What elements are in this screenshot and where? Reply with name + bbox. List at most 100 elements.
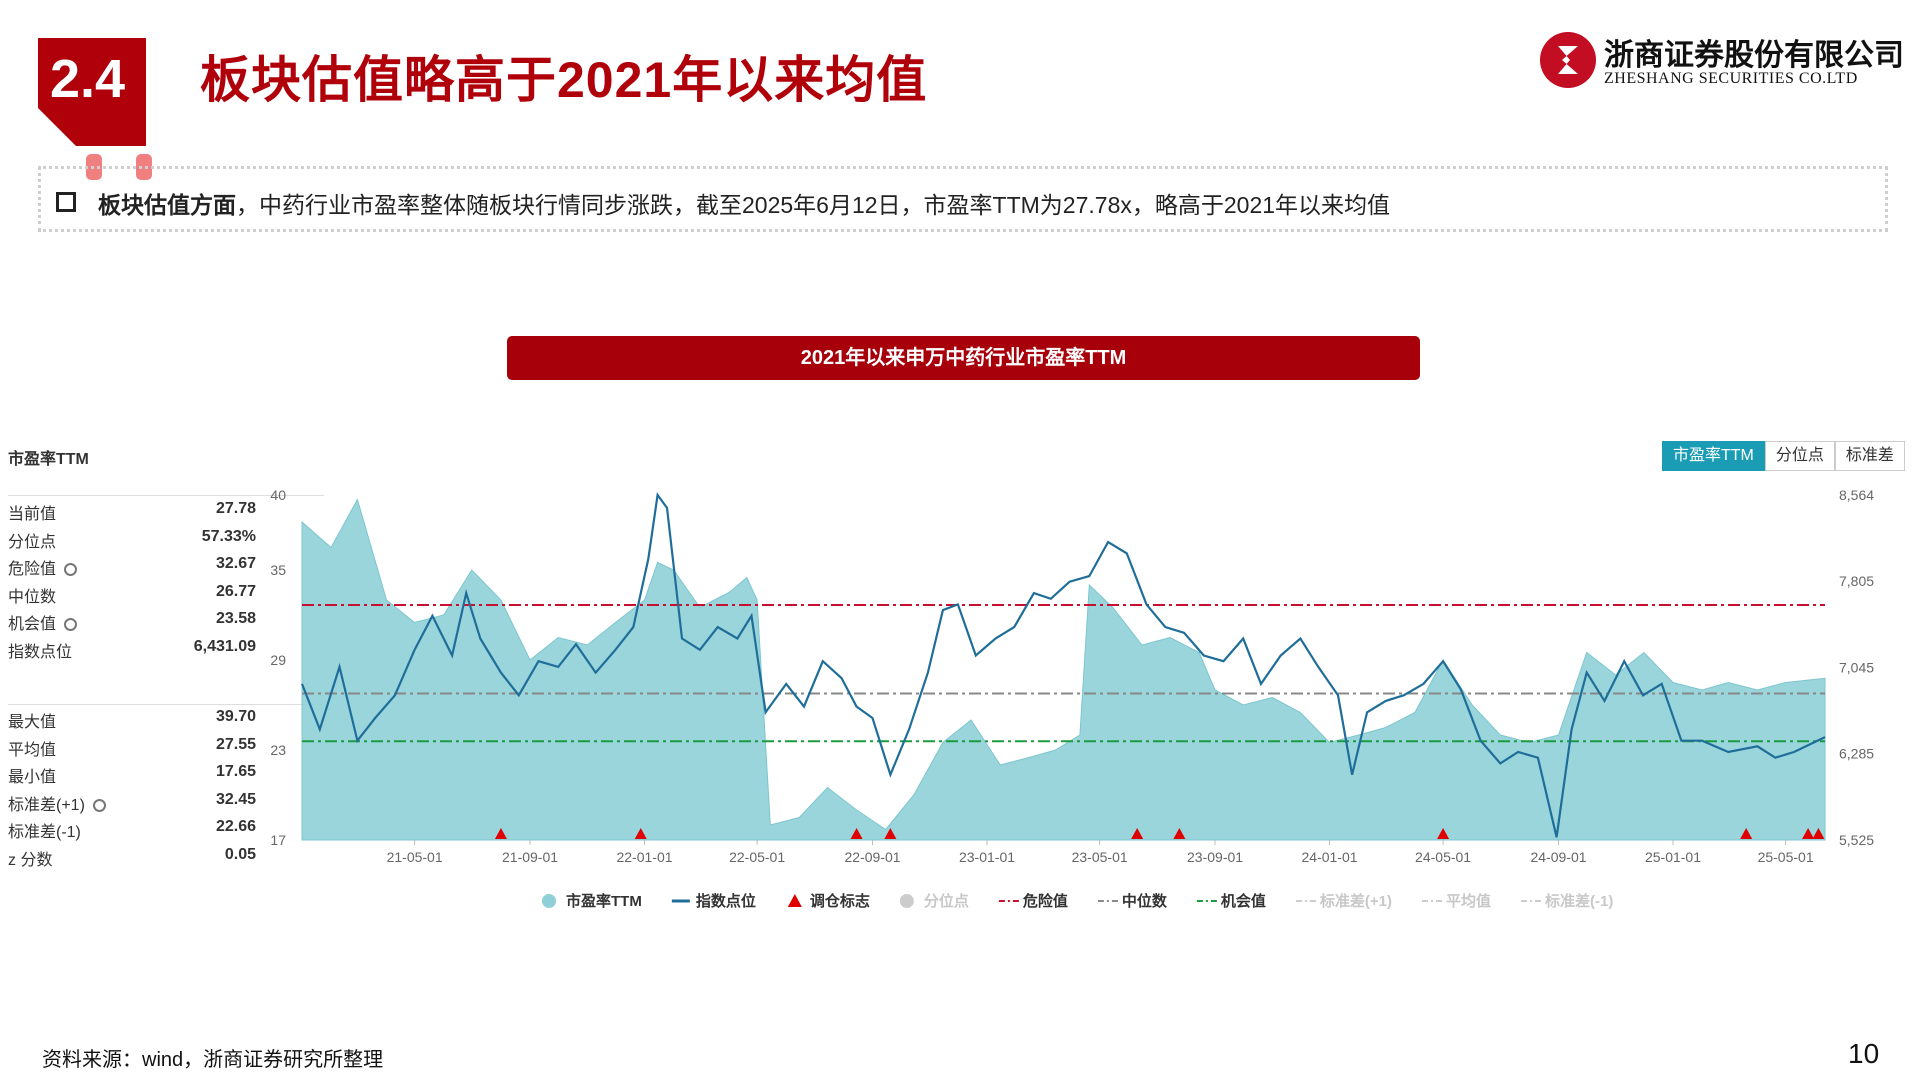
x-tick: 22-09-01 — [845, 849, 901, 865]
index-line — [300, 492, 1826, 838]
stat-value: 32.67 — [215, 555, 256, 572]
legend-dot — [899, 894, 914, 908]
x-tick: 21-09-01 — [502, 849, 558, 865]
stats-panel-title: 市盈率TTM — [8, 451, 89, 468]
stat-label: 最小值 — [8, 769, 57, 786]
logo-mark-icon — [1540, 32, 1596, 88]
y-left-tick: 23 — [270, 742, 286, 758]
stat-label: 标准差(+1) — [8, 791, 106, 815]
y-right-tick: 6,285 — [1839, 746, 1874, 762]
stat-value: 32.45 — [215, 790, 256, 808]
x-tick: 22-01-01 — [616, 849, 672, 865]
stat-row: 指数点位 6,431.09 — [8, 638, 256, 664]
legend-label: 标准差(-1) — [1544, 892, 1613, 910]
stat-label: 危险值 — [8, 555, 78, 579]
stat-label: 最大值 — [8, 714, 57, 731]
bullet-bold: 板块估值方面 — [98, 192, 236, 218]
stat-label: 分位点 — [8, 533, 57, 551]
stat-value: 27.78 — [215, 500, 256, 517]
x-tick: 23-05-01 — [1072, 849, 1128, 865]
stat-value: 17.65 — [215, 763, 256, 780]
stat-row: 标准差(+1) 32.45 — [8, 791, 256, 817]
settings-gear-icon[interactable] — [64, 563, 78, 577]
bullet-box — [38, 166, 1888, 232]
chart-title-banner: 2021年以来申万中药行业市盈率TTM — [507, 336, 1420, 380]
y-right-tick: 8,564 — [1839, 487, 1874, 503]
y-left-tick: 40 — [270, 487, 286, 503]
y-right-tick: 7,805 — [1839, 573, 1874, 589]
stats-divider — [8, 704, 324, 705]
y-right-tick: 5,525 — [1839, 832, 1874, 848]
y-left-tick: 35 — [270, 562, 286, 578]
legend-dot — [542, 894, 556, 908]
stat-value: 0.05 — [224, 845, 256, 863]
company-logo: 浙商证券股份有限公司 ZHESHANG SECURITIES CO.LTD — [1540, 30, 1904, 94]
metric-tabs: 市盈率TTM 分位点 标准差 — [1662, 441, 1905, 471]
stat-value: 6,431.09 — [193, 637, 256, 655]
stat-row: 当前值 27.78 — [8, 500, 256, 526]
stat-value: 23.58 — [215, 610, 256, 627]
legend-label: 指数点位 — [696, 892, 756, 910]
y-right-tick: 7,045 — [1839, 659, 1874, 675]
settings-gear-icon[interactable] — [92, 798, 106, 812]
section-badge-fold — [38, 108, 76, 146]
stat-label: 标准差(-1) — [8, 824, 81, 841]
page-number: 10 — [1848, 1038, 1880, 1069]
x-tick: 24-01-01 — [1302, 849, 1358, 865]
bullet-text: 板块估值方面，中药行业市盈率整体随板块行情同步涨跌，截至2025年6月12日，市… — [98, 186, 1390, 220]
stat-label: 机会值 — [8, 610, 78, 634]
stat-label: 中位数 — [8, 588, 57, 606]
x-tick: 22-05-01 — [729, 849, 785, 865]
stat-label: 平均值 — [8, 741, 57, 759]
logo-name-cn: 浙商证券股份有限公司 — [1604, 38, 1904, 73]
x-tick: 25-05-01 — [1758, 849, 1814, 865]
logo-name-en: ZHESHANG SECURITIES CO.LTD — [1604, 70, 1858, 87]
stat-row: 最小值 17.65 — [8, 763, 256, 789]
settings-gear-icon[interactable] — [64, 618, 78, 632]
bullet-body: ，中药行业市盈率整体随板块行情同步涨跌，截至2025年6月12日，市盈率TTM为… — [236, 192, 1391, 218]
x-tick: 21-05-01 — [387, 849, 443, 865]
stat-value: 22.66 — [215, 818, 256, 835]
stat-row: 平均值 27.55 — [8, 736, 256, 762]
x-tick: 24-05-01 — [1415, 849, 1471, 865]
rebalance-marker — [850, 828, 863, 839]
bullet-square-icon — [56, 192, 76, 212]
legend-label: 市盈率TTM — [566, 892, 642, 910]
stat-label: 指数点位 — [8, 643, 73, 661]
stat-row: z 分数 0.05 — [8, 846, 256, 872]
source-note: 资料来源：wind，浙商证券研究所整理 — [42, 1049, 384, 1071]
x-tick: 25-01-01 — [1645, 849, 1701, 865]
pe-ttm-area — [301, 498, 1826, 841]
stat-label: z 分数 — [8, 851, 53, 869]
stat-row: 机会值 23.58 — [8, 610, 256, 636]
stat-label: 当前值 — [8, 506, 57, 523]
rebalance-marker — [634, 828, 647, 839]
rebalance-marker — [1437, 828, 1450, 839]
stat-value: 39.70 — [215, 708, 256, 725]
legend-label: 调仓标志 — [810, 892, 870, 910]
rebalance-marker — [494, 828, 507, 839]
tab-percentile[interactable]: 分位点 — [1764, 441, 1835, 471]
stat-row: 危险值 32.67 — [8, 555, 256, 581]
rebalance-marker — [1802, 828, 1815, 839]
rebalance-marker — [1812, 828, 1825, 839]
legend-label: 中位数 — [1122, 892, 1168, 910]
x-tick: 24-09-01 — [1530, 849, 1586, 865]
tab-pe-ttm[interactable]: 市盈率TTM — [1662, 441, 1765, 471]
stat-row: 中位数 26.77 — [8, 583, 256, 609]
stat-row: 最大值 39.70 — [8, 708, 256, 734]
x-tick: 23-09-01 — [1187, 849, 1243, 865]
stat-row: 分位点 57.33% — [8, 528, 256, 554]
legend-triangle — [787, 894, 802, 907]
legend-label: 标准差(+1) — [1319, 892, 1392, 910]
y-left-tick: 29 — [270, 652, 286, 668]
legend-label: 平均值 — [1446, 892, 1491, 910]
page-title: 板块估值略高于2021年以来均值 — [200, 52, 928, 108]
rebalance-marker — [884, 828, 897, 839]
tab-std[interactable]: 标准差 — [1834, 441, 1905, 471]
stat-value: 26.77 — [215, 582, 256, 600]
stat-value: 27.55 — [215, 735, 256, 753]
rebalance-marker — [1131, 828, 1144, 839]
y-left-tick: 17 — [270, 832, 286, 848]
stat-row: 标准差(-1) 22.66 — [8, 818, 256, 844]
